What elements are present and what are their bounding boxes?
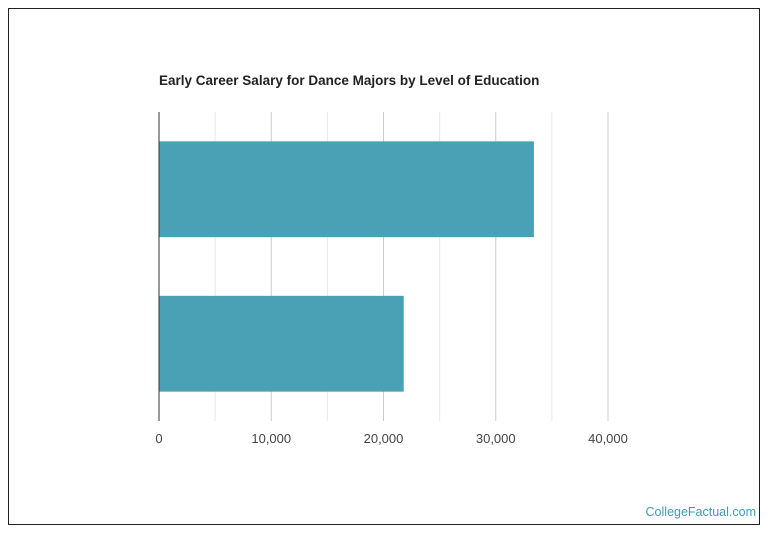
bar-1[interactable] <box>159 141 534 238</box>
watermark-link[interactable]: CollegeFactual.com <box>645 505 756 519</box>
x-tick-label: 0 <box>155 431 162 446</box>
chart-frame <box>8 8 760 525</box>
x-tick-label: 30,000 <box>476 431 516 446</box>
x-tick-labels: 0 10,000 20,000 30,000 40,000 <box>155 431 628 446</box>
x-tick-label: 40,000 <box>588 431 628 446</box>
x-tick-label: 10,000 <box>251 431 291 446</box>
x-tick-label: 20,000 <box>364 431 404 446</box>
bar-2[interactable] <box>159 295 404 392</box>
bars <box>159 141 534 392</box>
chart-title: Early Career Salary for Dance Majors by … <box>159 73 540 88</box>
